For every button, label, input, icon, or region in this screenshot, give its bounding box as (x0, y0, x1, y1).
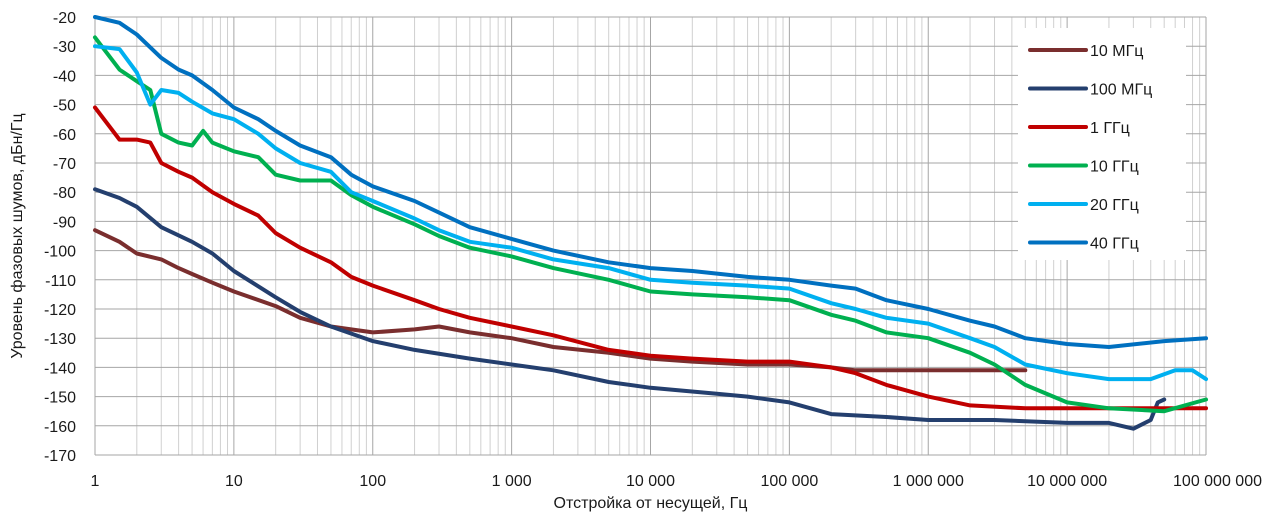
y-tick-label: -140 (44, 360, 76, 377)
legend-label: 40 ГГц (1090, 236, 1139, 253)
x-tick-label: 100 000 (760, 473, 818, 490)
y-tick-label: -40 (53, 68, 76, 85)
y-tick-label: -120 (44, 302, 76, 319)
x-tick-label: 100 (359, 473, 386, 490)
x-tick-label: 1 000 (492, 473, 532, 490)
legend: 10 МГц 100 МГц 1 ГГц 10 ГГц 20 ГГц 40 ГГц (1018, 28, 1186, 260)
series-line-2 (93, 105, 1208, 411)
y-tick-label: -90 (53, 214, 76, 231)
x-axis-title: Отстройка от несущей, Гц (554, 495, 748, 512)
y-tick-label: -130 (44, 331, 76, 348)
x-tick-label: 1 000 000 (893, 473, 964, 490)
y-axis-title: Уровень фазовых шумов, дБн/Гц (9, 113, 26, 358)
x-tick-label: 10 000 000 (1027, 473, 1107, 490)
y-tick-label: -170 (44, 448, 76, 465)
series-line-3 (93, 35, 1208, 414)
series-line-5 (93, 15, 1208, 349)
series-lines (93, 15, 1208, 431)
y-tick-label: -50 (53, 98, 76, 115)
x-tick-label: 10 (225, 473, 243, 490)
x-tick-label: 100 000 000 (1173, 473, 1262, 490)
y-tick-label: -60 (53, 127, 76, 144)
legend-label: 10 МГц (1090, 43, 1143, 60)
x-tick-label: 10 000 (626, 473, 675, 490)
series-line-1 (93, 187, 1167, 431)
y-tick-label: -160 (44, 419, 76, 436)
y-tick-label: -100 (44, 244, 76, 261)
x-tick-label: 1 (91, 473, 100, 490)
y-tick-labels: -20 -30 -40 -50 -60 -70 -80 -90 -100 -110 -120 -130… (44, 10, 76, 465)
y-tick-label: -80 (53, 185, 76, 202)
y-tick-label: -20 (53, 10, 76, 27)
legend-label: 10 ГГц (1090, 159, 1139, 176)
x-tick-labels: 1 10 100 1 000 10 000 100 000 1 000 000 10 000 … (91, 473, 1263, 490)
y-tick-label: -30 (53, 39, 76, 56)
y-tick-label: -110 (45, 273, 76, 290)
legend-box (1018, 28, 1186, 260)
legend-label: 1 ГГц (1090, 120, 1130, 137)
series-line-0 (93, 228, 1028, 373)
y-tick-label: -150 (44, 390, 76, 407)
legend-label: 100 МГц (1090, 82, 1152, 99)
legend-label: 20 ГГц (1090, 197, 1139, 214)
series-line-4 (93, 44, 1208, 382)
y-tick-label: -70 (53, 156, 76, 173)
